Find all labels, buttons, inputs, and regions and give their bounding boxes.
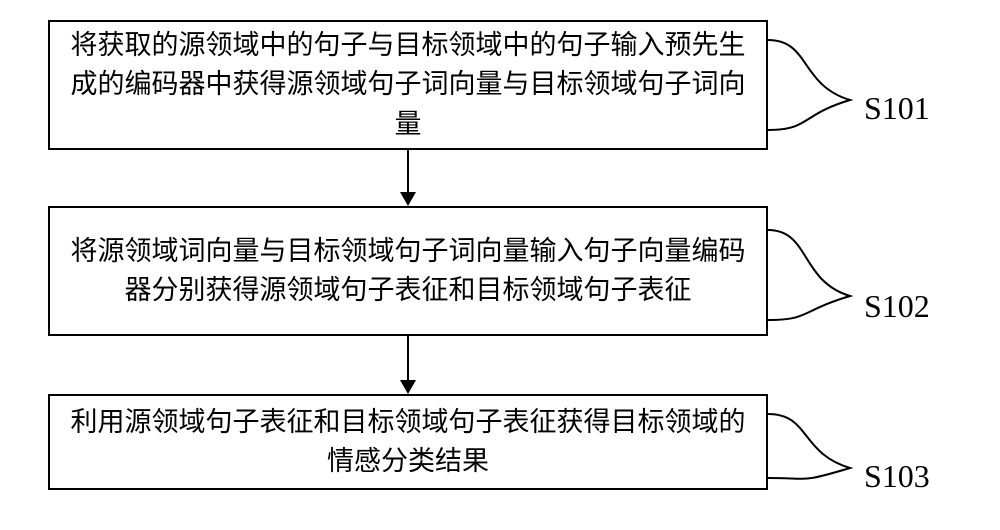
step-label-s102: S102 <box>864 288 930 325</box>
label-text-s101: S101 <box>864 90 930 126</box>
step-label-s101: S101 <box>864 90 930 127</box>
label-text-s103: S103 <box>864 458 930 494</box>
step-label-s103: S103 <box>864 458 930 495</box>
flowchart-canvas: 将获取的源领域中的句子与目标领域中的句子输入预先生成的编码器中获得源领域句子词向… <box>0 0 1000 530</box>
brace-3 <box>0 0 1000 530</box>
label-text-s102: S102 <box>864 288 930 324</box>
